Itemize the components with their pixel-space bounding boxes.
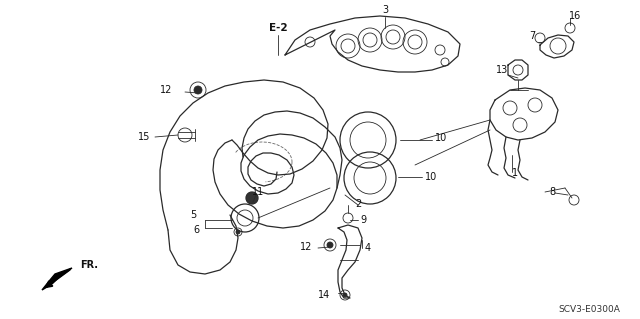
Text: 7: 7 bbox=[529, 31, 535, 41]
Text: 10: 10 bbox=[425, 172, 437, 182]
Text: 4: 4 bbox=[365, 243, 371, 253]
Text: 2: 2 bbox=[355, 199, 361, 209]
Text: 16: 16 bbox=[569, 11, 581, 21]
Text: 3: 3 bbox=[382, 5, 388, 15]
Text: 6: 6 bbox=[194, 225, 200, 235]
Text: E-2: E-2 bbox=[269, 23, 287, 33]
Circle shape bbox=[327, 242, 333, 248]
Text: 9: 9 bbox=[360, 215, 366, 225]
Text: 14: 14 bbox=[317, 290, 330, 300]
Text: 8: 8 bbox=[549, 187, 555, 197]
Text: 13: 13 bbox=[496, 65, 508, 75]
Circle shape bbox=[194, 86, 202, 94]
Text: 15: 15 bbox=[138, 132, 150, 142]
Circle shape bbox=[236, 230, 240, 234]
Text: SCV3-E0300A: SCV3-E0300A bbox=[558, 306, 620, 315]
Text: 5: 5 bbox=[189, 210, 196, 220]
Text: 12: 12 bbox=[159, 85, 172, 95]
Text: 11: 11 bbox=[252, 187, 264, 197]
Text: FR.: FR. bbox=[80, 260, 98, 270]
Text: 1: 1 bbox=[512, 168, 518, 178]
Circle shape bbox=[246, 192, 258, 204]
Circle shape bbox=[343, 293, 347, 297]
Text: 12: 12 bbox=[300, 242, 312, 252]
Text: 10: 10 bbox=[435, 133, 447, 143]
Polygon shape bbox=[42, 268, 72, 290]
